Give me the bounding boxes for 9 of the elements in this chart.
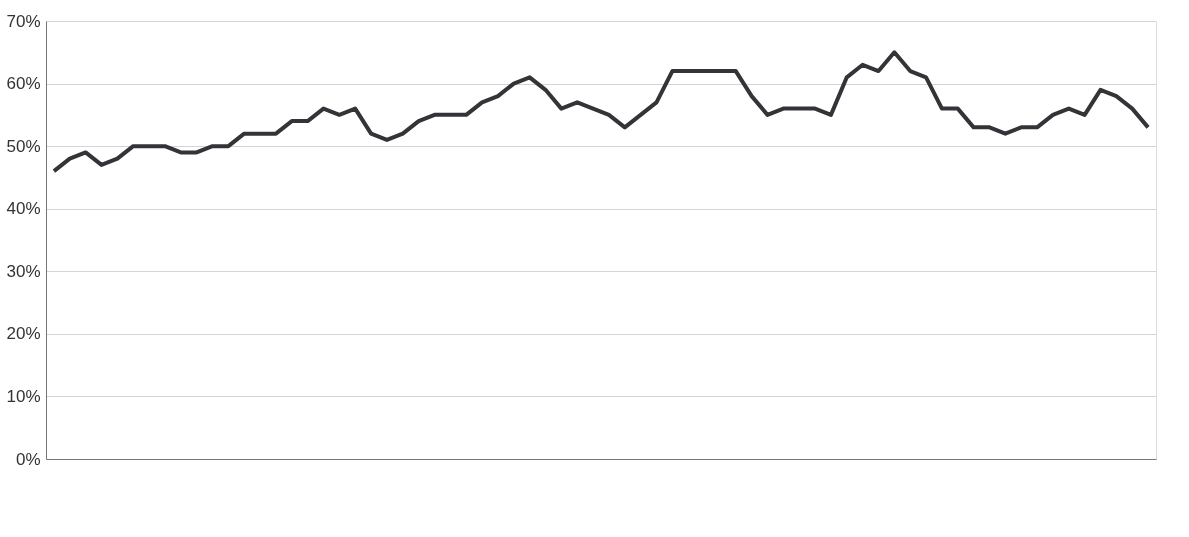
y-tick-label: 50% (6, 136, 41, 156)
y-tick-label: 40% (6, 199, 41, 219)
y-tick-label: 70% (6, 11, 41, 31)
y-tick-label: 10% (6, 386, 41, 406)
y-tick-label: 30% (6, 261, 41, 281)
line-series (51, 50, 1151, 174)
y-tick-label: 0% (15, 449, 41, 469)
y-tick-label: 60% (6, 74, 41, 94)
y-tick-label: 20% (6, 324, 41, 344)
